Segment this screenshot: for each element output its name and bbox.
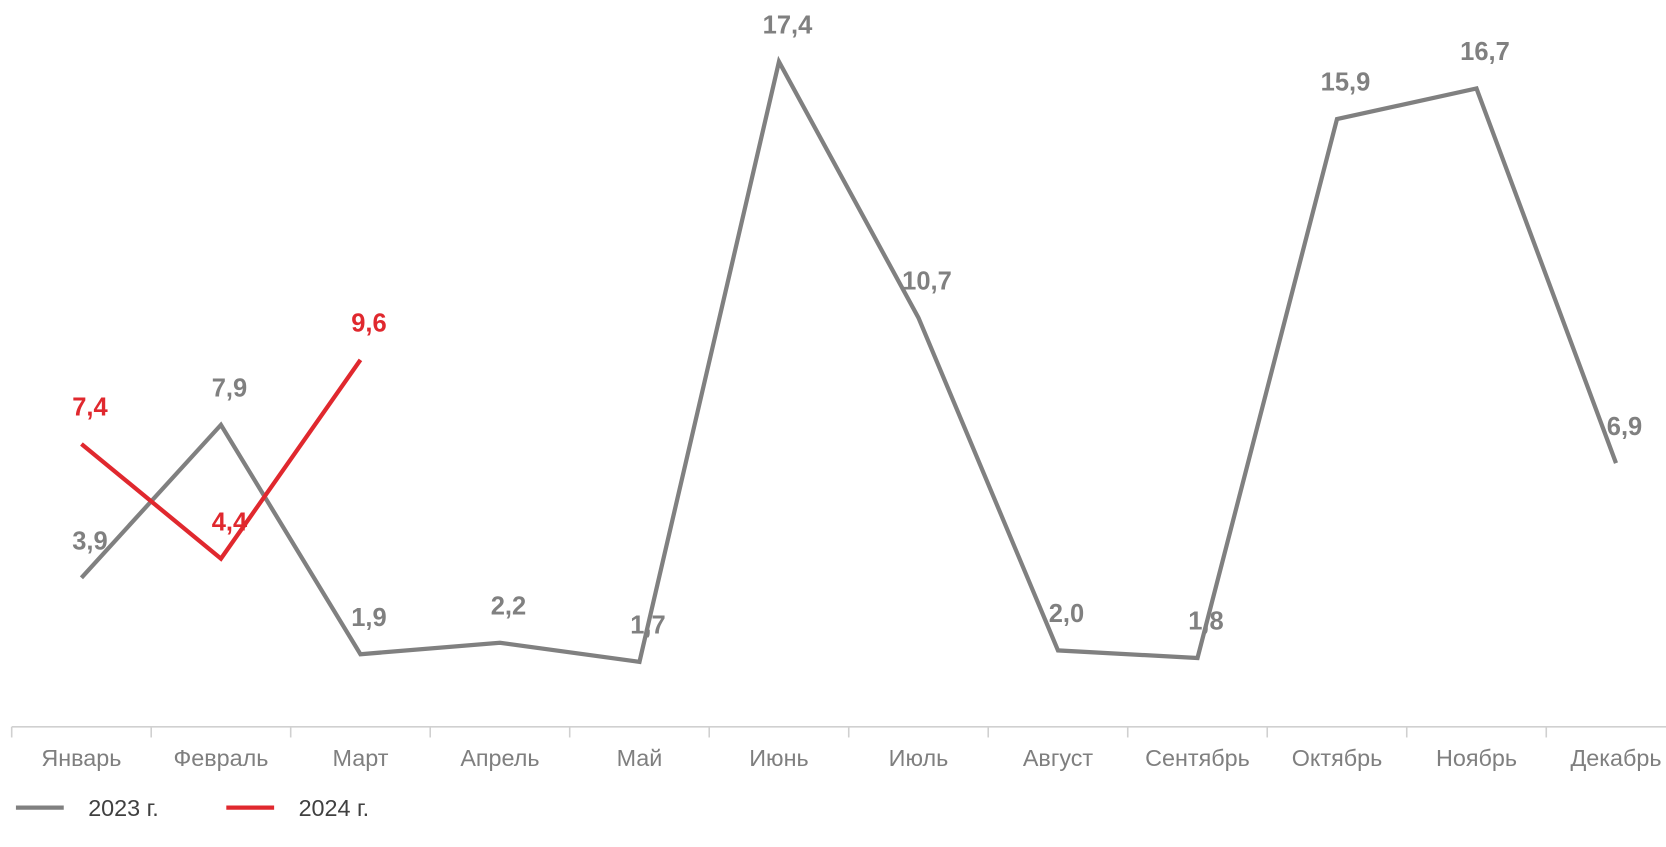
value-label: 7,9 bbox=[212, 375, 247, 403]
value-label: 1,9 bbox=[351, 604, 386, 632]
value-label: 17,4 bbox=[763, 11, 813, 39]
value-label: 15,9 bbox=[1321, 69, 1371, 97]
value-label: 2,0 bbox=[1049, 600, 1084, 628]
x-tick-label: Декабрь bbox=[1570, 745, 1661, 771]
value-label: 1,8 bbox=[1188, 608, 1223, 636]
value-label: 1,7 bbox=[630, 612, 665, 640]
x-tick-label: Август bbox=[1023, 745, 1094, 771]
value-label: 3,9 bbox=[72, 527, 107, 555]
x-tick-label: Июль bbox=[889, 745, 949, 771]
value-label: 6,9 bbox=[1607, 413, 1642, 441]
x-tick-label: Октябрь bbox=[1292, 745, 1383, 771]
series-line bbox=[79, 55, 1619, 665]
x-tick-label: Июнь bbox=[749, 745, 808, 771]
x-tick-label: Сентябрь bbox=[1145, 745, 1250, 771]
x-tick-label: Май bbox=[617, 745, 663, 771]
legend-label: 2023 г. bbox=[88, 795, 159, 821]
value-label: 7,4 bbox=[72, 394, 108, 422]
x-tick-label: Апрель bbox=[460, 745, 539, 771]
value-label: 10,7 bbox=[902, 268, 952, 296]
x-tick-label: Январь bbox=[41, 745, 121, 771]
x-tick-label: Март bbox=[333, 745, 389, 771]
legend-label: 2024 г. bbox=[299, 795, 370, 821]
series-line bbox=[80, 358, 363, 562]
x-tick-label: Февраль bbox=[173, 745, 268, 771]
value-label: 2,2 bbox=[491, 592, 526, 620]
value-label: 16,7 bbox=[1460, 38, 1510, 66]
value-label: 9,6 bbox=[351, 310, 386, 338]
x-tick-label: Ноябрь bbox=[1436, 745, 1517, 771]
value-label: 4,4 bbox=[212, 508, 248, 536]
